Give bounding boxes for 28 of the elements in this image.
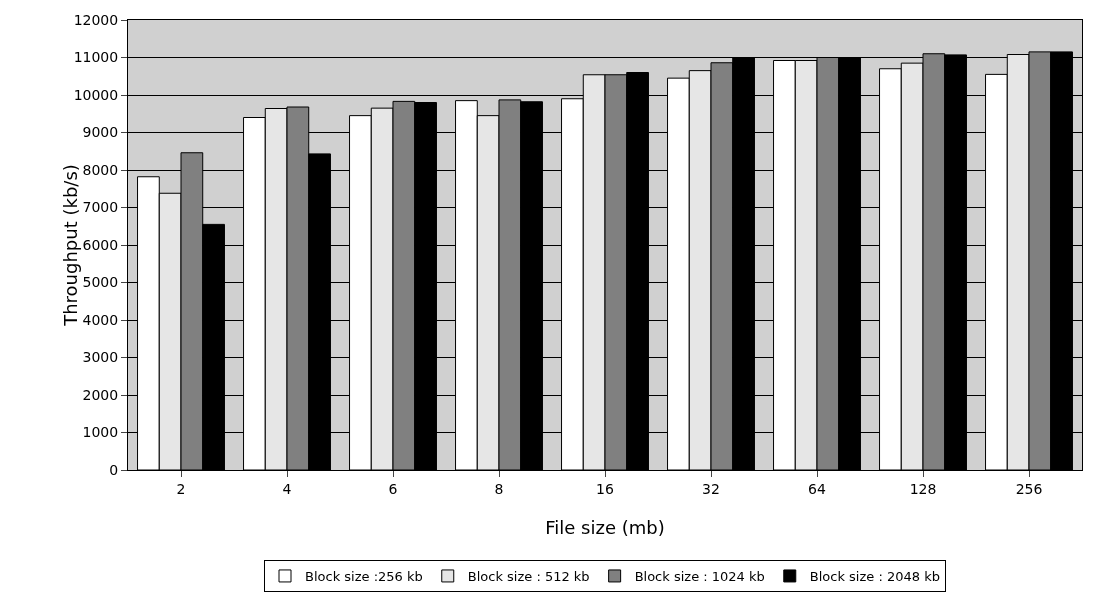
y-tick-label: 8000 — [82, 161, 119, 178]
y-tick-label: 6000 — [82, 236, 119, 253]
y-tick-label: 12000 — [73, 11, 119, 28]
x-tick-label: 256 — [1015, 480, 1043, 497]
legend-label: Block size : 1024 kb — [634, 569, 765, 585]
y-tick-label: 5000 — [82, 274, 119, 291]
x-axis-title: File size (mb) — [545, 517, 665, 538]
y-tick-label: 0 — [109, 461, 119, 478]
y-tick-label: 9000 — [82, 124, 119, 141]
y-axis-title: Throughput (kb/s) — [59, 164, 81, 327]
y-tick-label: 2000 — [82, 386, 119, 403]
legend-label: Block size : 2048 kb — [809, 569, 940, 585]
legend-label: Block size :256 kb — [305, 569, 423, 585]
y-tick-label: 4000 — [82, 311, 119, 328]
x-tick-label: 6 — [388, 480, 398, 497]
y-tick-label: 11000 — [73, 49, 119, 66]
x-tick-label: 64 — [808, 480, 826, 497]
x-tick-label: 16 — [596, 480, 614, 497]
x-tick-label: 32 — [702, 480, 720, 497]
x-tick-label: 128 — [909, 480, 937, 497]
y-tick-label: 7000 — [82, 199, 119, 216]
y-tick-label: 1000 — [82, 424, 119, 441]
y-tick-label: 3000 — [82, 349, 119, 366]
legend-label: Block size : 512 kb — [467, 569, 590, 585]
x-tick-label: 4 — [282, 480, 292, 497]
y-tick-label: 10000 — [73, 86, 119, 103]
x-tick-label: 8 — [494, 480, 504, 497]
x-tick-label: 2 — [176, 480, 186, 497]
